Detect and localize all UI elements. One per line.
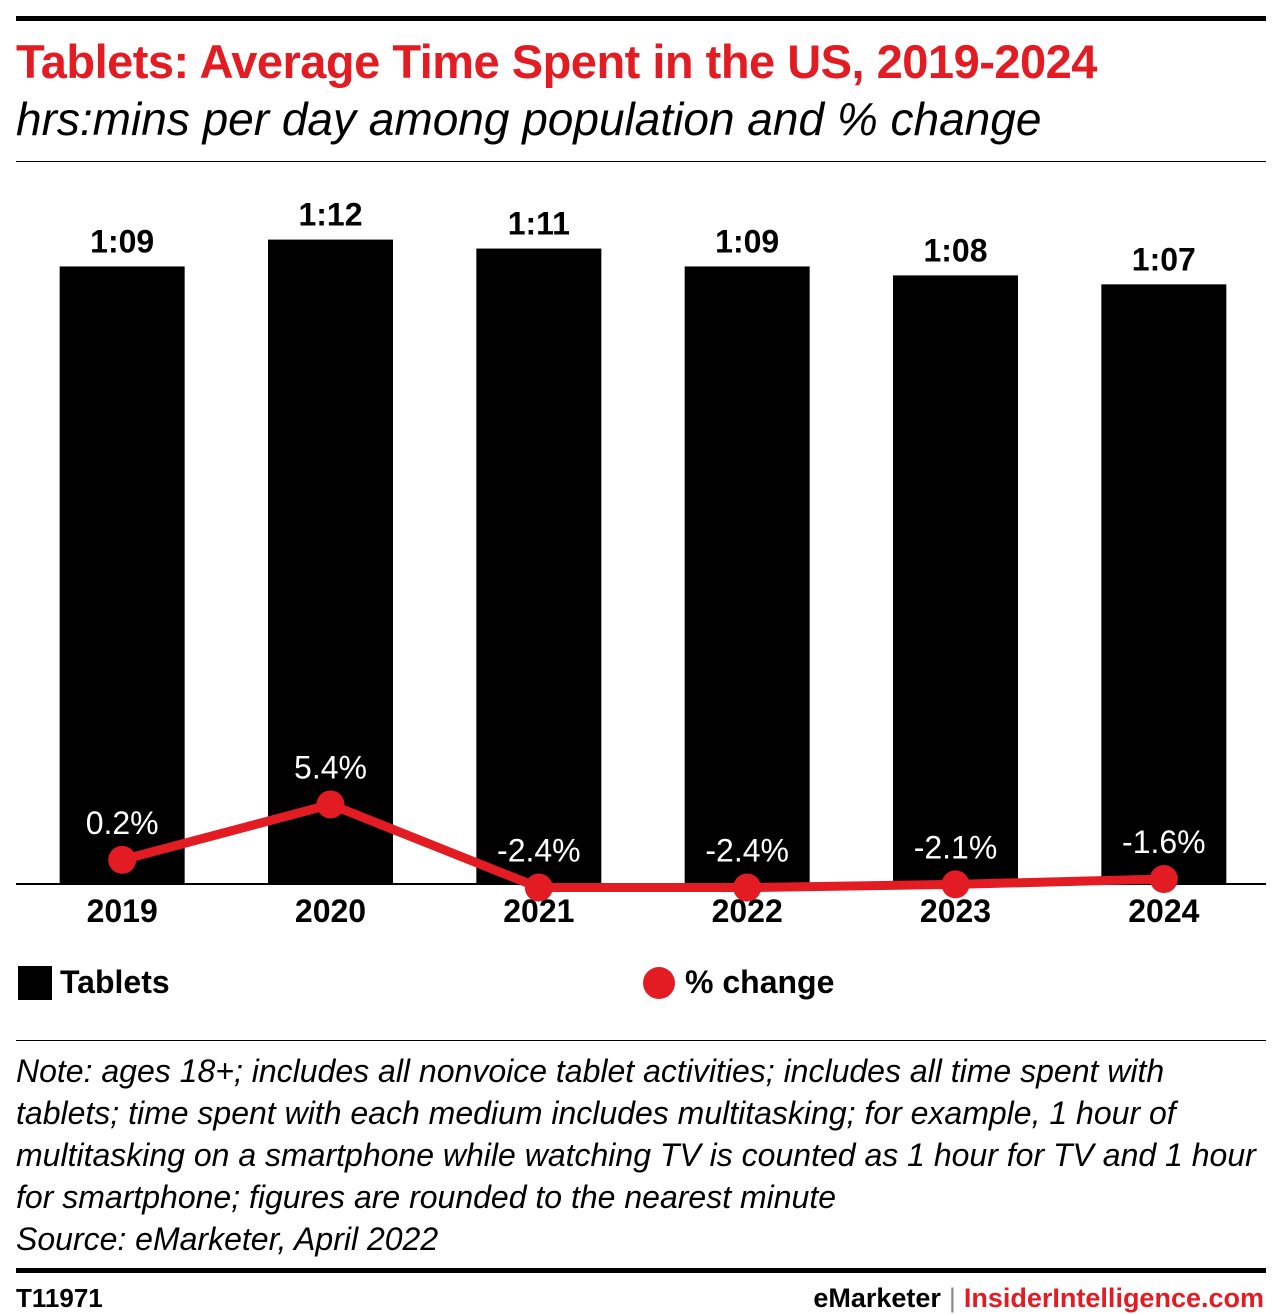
legend-swatch-dot <box>643 966 675 999</box>
brand-insider: InsiderIntelligence.com <box>963 1283 1264 1313</box>
change-series-line <box>117 799 1169 893</box>
change-point <box>1149 865 1178 894</box>
legend-label-change: % change <box>685 964 835 1000</box>
legend-tablets: Tablets <box>18 964 170 1001</box>
chart-title: Tablets: Average Time Spent in the US, 2… <box>16 35 1097 88</box>
x-tick-label: 2023 <box>920 893 991 929</box>
change-point <box>733 873 762 902</box>
legend-swatch-square <box>18 965 52 1000</box>
bar-value-label: 1:09 <box>715 223 779 259</box>
change-point <box>316 790 345 819</box>
change-value-label: -2.1% <box>914 829 998 865</box>
chart-subtitle: hrs:mins per day among population and % … <box>16 93 1042 145</box>
bar <box>893 275 1018 884</box>
footer-brand: eMarketer | InsiderIntelligence.com <box>813 1283 1264 1314</box>
brand-separator: | <box>948 1283 956 1313</box>
change-point <box>524 873 553 902</box>
change-value-label: -2.4% <box>705 833 789 869</box>
change-value-label: 5.4% <box>294 749 367 785</box>
bar <box>1101 284 1227 885</box>
bar <box>268 239 393 885</box>
bar-value-label: 1:09 <box>90 223 154 259</box>
change-value-label: -2.4% <box>497 833 581 869</box>
bar <box>476 248 602 885</box>
change-value-label: 0.2% <box>86 805 159 841</box>
x-tick-label: 2020 <box>295 893 366 929</box>
bottom-rule <box>16 1268 1266 1273</box>
bar-value-label: 1:08 <box>923 232 987 268</box>
brand-emarketer: eMarketer <box>813 1283 941 1313</box>
note-divider <box>16 1040 1266 1041</box>
footnote-note: Note: ages 18+; includes all nonvoice ta… <box>16 1053 1256 1215</box>
chart-id: T11971 <box>16 1283 103 1313</box>
x-tick-label: 2019 <box>87 893 158 929</box>
bar-value-label: 1:11 <box>508 206 570 242</box>
footnote: Note: ages 18+; includes all nonvoice ta… <box>16 1050 1266 1260</box>
change-value-label: -1.6% <box>1122 824 1206 860</box>
footnote-source: Source: eMarketer, April 2022 <box>16 1221 439 1257</box>
bar <box>59 266 185 884</box>
x-tick-label: 2024 <box>1128 893 1199 929</box>
header-divider <box>16 161 1266 162</box>
change-point <box>941 870 970 899</box>
bar-value-label: 1:07 <box>1132 241 1196 277</box>
bar-value-label: 1:12 <box>298 197 362 233</box>
legend-change: % change <box>643 964 834 1001</box>
bar <box>684 266 810 884</box>
legend-label-tablets: Tablets <box>60 964 170 1000</box>
top-rule <box>16 16 1266 21</box>
change-point <box>108 845 137 874</box>
